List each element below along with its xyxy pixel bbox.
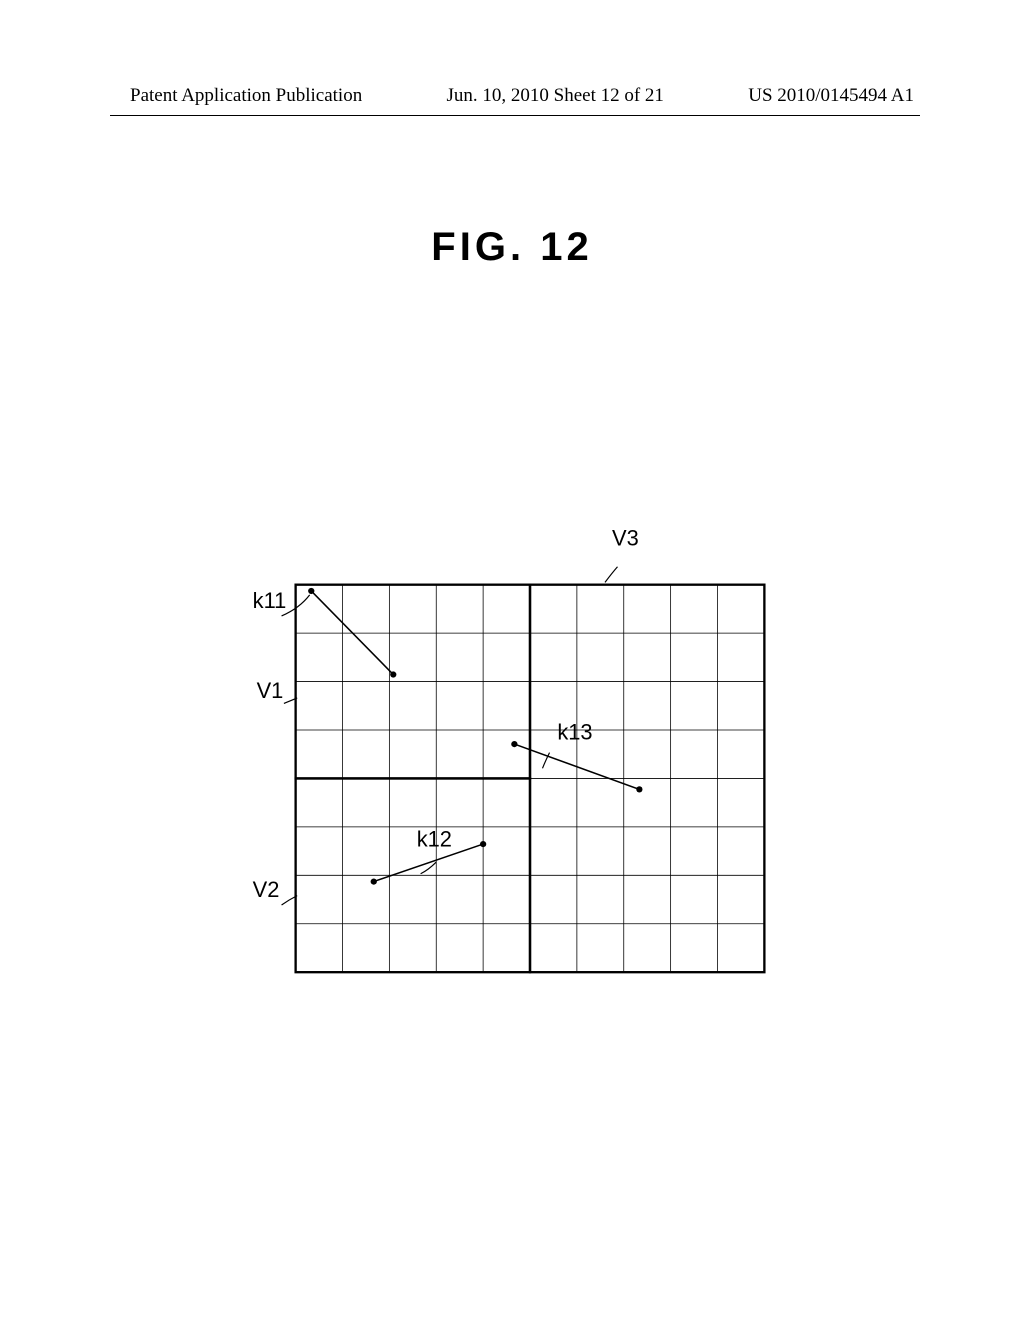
label-k12: k12 xyxy=(417,826,452,851)
diagram-svg: k11 V1 V2 k12 k13 V3 xyxy=(230,530,830,1030)
figure-diagram: k11 V1 V2 k12 k13 V3 xyxy=(230,530,830,1030)
label-V3: V3 xyxy=(612,530,639,551)
label-k11: k11 xyxy=(253,588,287,613)
k12_leader xyxy=(421,862,437,874)
header-center: Jun. 10, 2010 Sheet 12 of 21 xyxy=(447,85,664,107)
page-header: Patent Application Publication Jun. 10, … xyxy=(0,85,1024,107)
figure-title: FIG. 12 xyxy=(431,225,592,270)
header-left: Patent Application Publication xyxy=(130,85,362,107)
header-right: US 2010/0145494 A1 xyxy=(748,85,914,107)
label-k13: k13 xyxy=(557,719,592,744)
header-rule xyxy=(110,115,920,116)
label-V2: V2 xyxy=(253,877,280,902)
label-V1: V1 xyxy=(257,678,284,703)
V3_leader xyxy=(605,567,618,583)
